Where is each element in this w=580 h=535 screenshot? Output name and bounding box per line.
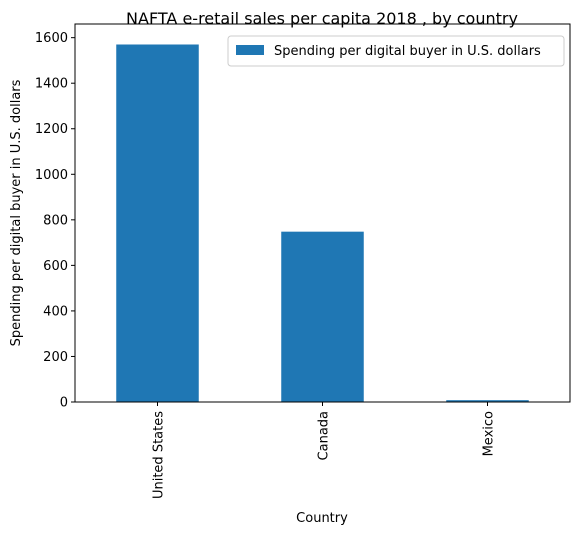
y-tick-label: 0 xyxy=(60,396,68,411)
x-tick-label: Mexico xyxy=(482,411,497,456)
x-tick-label: United States xyxy=(152,411,167,499)
y-tick-label: 1000 xyxy=(35,168,68,183)
y-tick-label: 200 xyxy=(43,350,68,365)
x-tick-label: Canada xyxy=(317,411,332,460)
x-axis-label: Country xyxy=(296,511,348,526)
legend-label: Spending per digital buyer in U.S. dolla… xyxy=(274,44,541,59)
y-axis-label: Spending per digital buyer in U.S. dolla… xyxy=(9,79,24,346)
bar-united-states xyxy=(116,44,199,402)
bar-mexico xyxy=(446,400,529,402)
y-tick-label: 1600 xyxy=(35,31,68,46)
y-tick-label: 400 xyxy=(43,304,68,319)
bar-canada xyxy=(281,231,364,402)
legend: Spending per digital buyer in U.S. dolla… xyxy=(227,35,565,67)
legend-box xyxy=(227,35,565,67)
chart-title: NAFTA e-retail sales per capita 2018 , b… xyxy=(126,9,518,28)
plot-frame xyxy=(74,23,571,403)
y-tick-label: 600 xyxy=(43,259,68,274)
legend-swatch xyxy=(236,45,264,55)
y-tick-label: 1200 xyxy=(35,122,68,137)
y-tick-label: 800 xyxy=(43,213,68,228)
bars xyxy=(116,44,529,402)
x-axis-ticks: United States Canada Mexico xyxy=(152,402,497,499)
y-tick-label: 1400 xyxy=(35,77,68,92)
y-axis-ticks: 0 200 400 600 800 1000 1200 1400 1600 xyxy=(35,31,75,411)
